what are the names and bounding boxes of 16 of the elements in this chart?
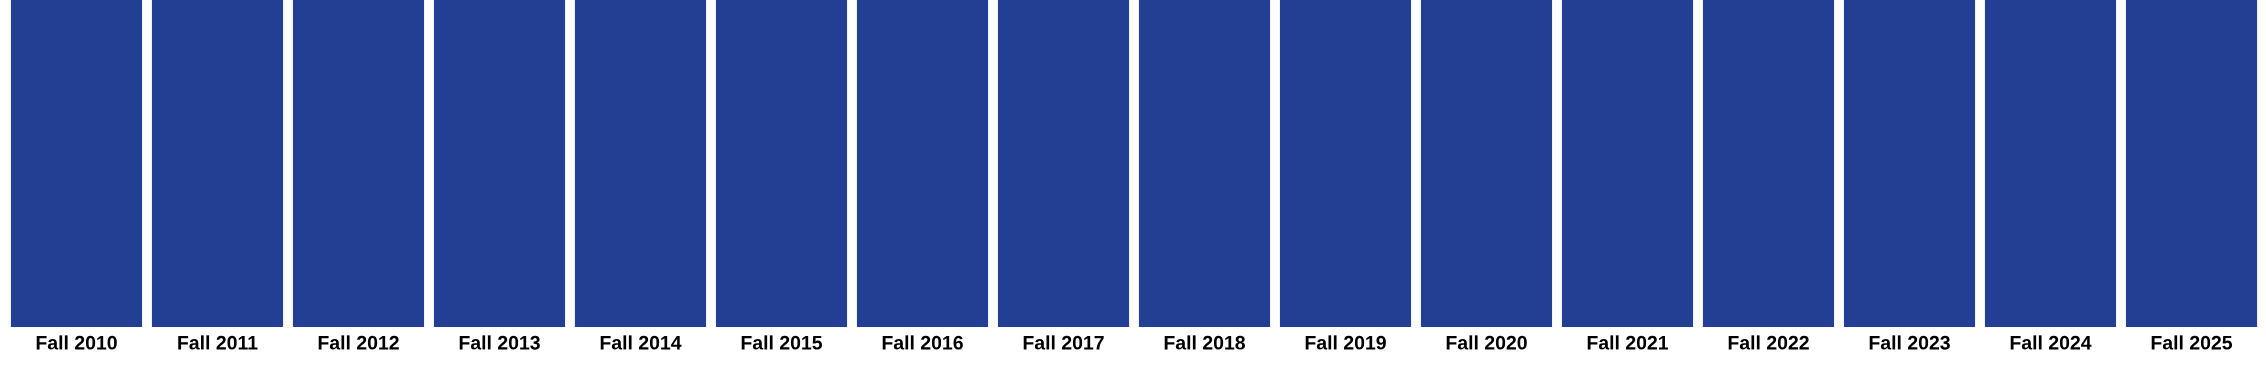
- x-tick-label: Fall 2017: [1023, 335, 1104, 350]
- x-tick-label: Fall 2019: [1305, 335, 1386, 350]
- x-tick-label: Fall 2013: [459, 335, 540, 350]
- x-tick-label: Fall 2020: [1446, 335, 1527, 350]
- x-tick-label: Fall 2025: [2151, 335, 2233, 350]
- x-tick-label: Fall 2016: [882, 335, 963, 350]
- x-tick-label: Fall 2010: [36, 335, 117, 350]
- x-tick-label: Fall 2014: [600, 335, 682, 350]
- x-tick-label: Fall 2012: [318, 335, 399, 350]
- x-tick-label: Fall 2024: [2010, 335, 2092, 350]
- x-tick-label: Fall 2011: [178, 335, 258, 350]
- x-tick-label: Fall 2022: [1728, 335, 1809, 350]
- x-tick-label: Fall 2023: [1869, 335, 1950, 350]
- x-tick-label: Fall 2021: [1587, 335, 1669, 350]
- x-tick-label: Fall 2018: [1164, 335, 1245, 350]
- x-tick-label: Fall 2015: [741, 335, 823, 350]
